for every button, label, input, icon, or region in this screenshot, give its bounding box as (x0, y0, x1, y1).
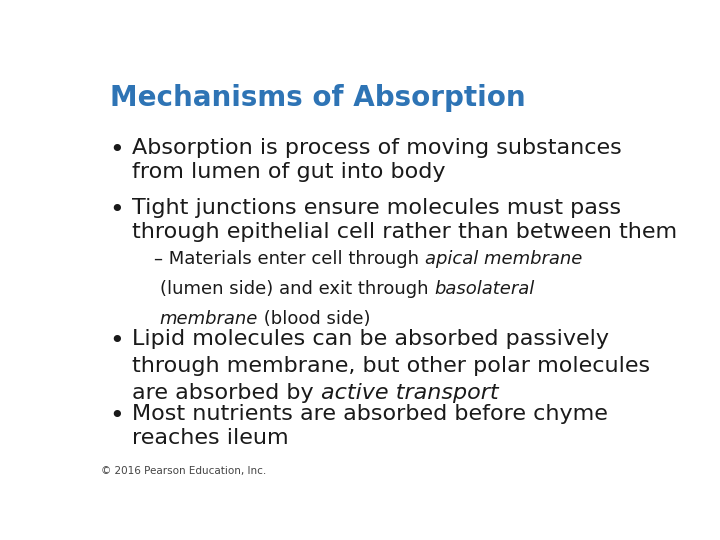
Text: apical membrane: apical membrane (425, 250, 582, 268)
Text: – Materials enter cell through: – Materials enter cell through (154, 250, 425, 268)
Text: active transport: active transport (320, 383, 498, 403)
Text: Absorption is process of moving substances
from lumen of gut into body: Absorption is process of moving substanc… (132, 138, 621, 181)
Text: are absorbed by: are absorbed by (132, 383, 320, 403)
Text: •: • (109, 404, 125, 428)
Text: through membrane, but other polar molecules: through membrane, but other polar molecu… (132, 356, 650, 376)
Text: Lipid molecules can be absorbed passively: Lipid molecules can be absorbed passivel… (132, 329, 609, 349)
Text: basolateral: basolateral (434, 280, 534, 298)
Text: © 2016 Pearson Education, Inc.: © 2016 Pearson Education, Inc. (101, 465, 266, 476)
Text: Most nutrients are absorbed before chyme
reaches ileum: Most nutrients are absorbed before chyme… (132, 404, 608, 448)
Text: (blood side): (blood side) (258, 310, 371, 328)
Text: Tight junctions ensure molecules must pass
through epithelial cell rather than b: Tight junctions ensure molecules must pa… (132, 198, 677, 242)
Text: •: • (109, 138, 125, 161)
Text: •: • (109, 329, 125, 353)
Text: (lumen side) and exit through: (lumen side) and exit through (160, 280, 434, 298)
Text: •: • (109, 198, 125, 222)
Text: membrane: membrane (160, 310, 258, 328)
Text: Mechanisms of Absorption: Mechanisms of Absorption (109, 84, 525, 112)
